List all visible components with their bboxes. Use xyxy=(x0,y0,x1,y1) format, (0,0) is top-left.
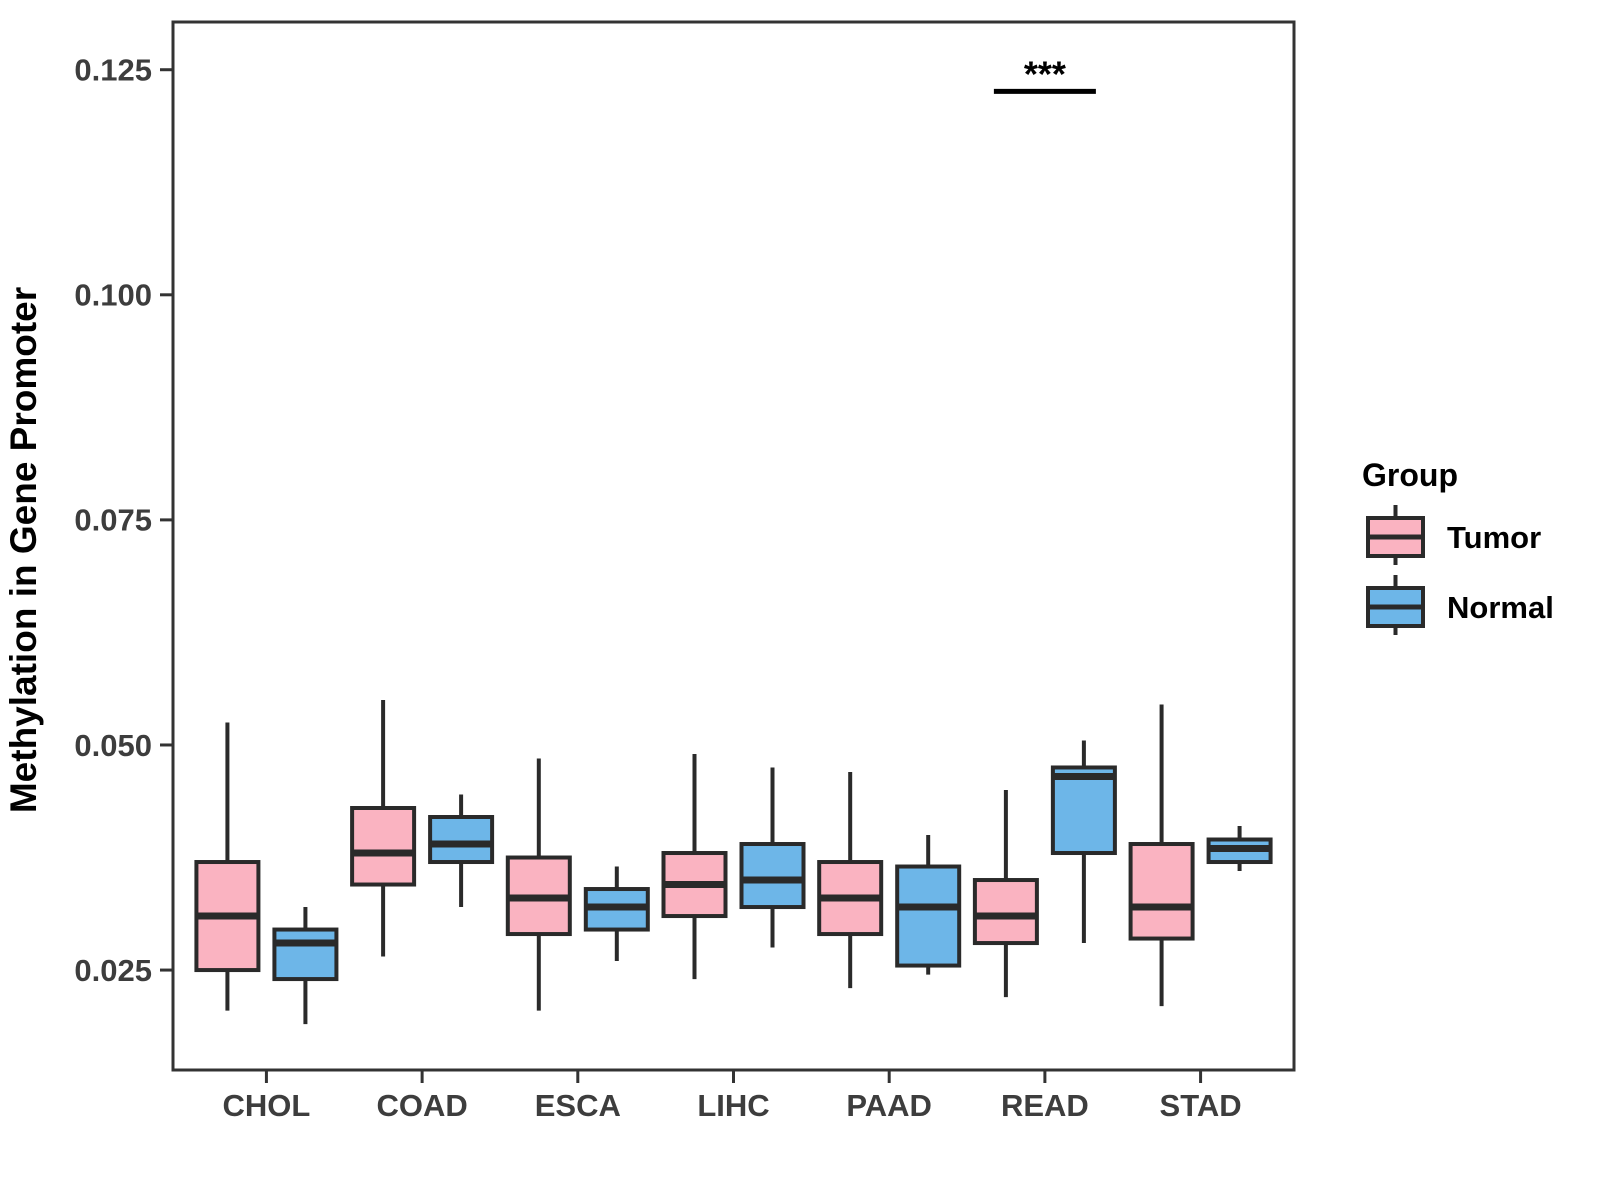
y-tick-label-0.100: 0.100 xyxy=(74,278,152,313)
y-axis-title: Methylation in Gene Promoter xyxy=(3,287,44,813)
y-tick-label-0.025: 0.025 xyxy=(74,953,152,988)
y-tick-label-0.075: 0.075 xyxy=(74,503,152,538)
box-tumor-COAD xyxy=(350,806,417,887)
x-tick-label-ESCA: ESCA xyxy=(535,1088,621,1123)
y-tick-label-0.050: 0.050 xyxy=(74,728,152,763)
box-normal-COAD xyxy=(428,815,495,865)
legend-label-normal: Normal xyxy=(1447,590,1554,625)
x-tick-label-PAAD: PAAD xyxy=(846,1088,932,1123)
box-normal-CHOL xyxy=(272,927,339,982)
x-tick-label-COAD: COAD xyxy=(376,1088,467,1123)
box-normal-PAAD xyxy=(895,864,962,968)
y-tick-label-0.125: 0.125 xyxy=(74,53,152,88)
box-tumor-READ xyxy=(972,878,1039,946)
box-normal-READ xyxy=(1050,765,1117,856)
box-tumor-STAD xyxy=(1128,842,1195,941)
plot-area: 0.025 0.050 0.075 0.100 0.125 CHOL COAD ESCA LIH… xyxy=(74,20,1296,1123)
significance-stars: *** xyxy=(1024,53,1066,94)
x-tick-label-LIHC: LIHC xyxy=(697,1088,769,1123)
legend-title: Group xyxy=(1362,457,1458,493)
x-tick-label-STAD: STAD xyxy=(1160,1088,1242,1123)
x-tick-label-READ: READ xyxy=(1001,1088,1089,1123)
legend-label-tumor: Tumor xyxy=(1447,520,1541,555)
plot-panel xyxy=(171,20,1296,1072)
x-tick-label-CHOL: CHOL xyxy=(223,1088,311,1123)
legend-glyphs xyxy=(1366,505,1425,635)
box-normal-LIHC xyxy=(739,842,806,910)
legend: Group Tumor Normal xyxy=(1362,457,1554,635)
